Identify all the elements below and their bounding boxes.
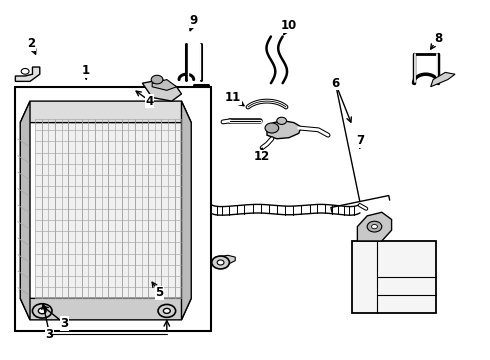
Circle shape [163, 309, 170, 314]
Bar [15, 87, 211, 330]
Polygon shape [20, 101, 191, 123]
Text: 12: 12 [254, 148, 270, 163]
Text: 4: 4 [136, 91, 154, 108]
Text: 1: 1 [82, 64, 90, 79]
Polygon shape [357, 212, 392, 241]
Circle shape [158, 305, 175, 318]
Circle shape [21, 68, 29, 74]
Text: 9: 9 [190, 14, 198, 31]
Text: 7: 7 [356, 134, 364, 148]
Text: 10: 10 [281, 19, 297, 35]
Polygon shape [431, 72, 455, 87]
Circle shape [277, 117, 287, 125]
Circle shape [212, 256, 229, 269]
Text: 5: 5 [152, 282, 164, 300]
Polygon shape [143, 80, 181, 101]
Circle shape [217, 260, 224, 265]
Polygon shape [267, 121, 301, 139]
Polygon shape [15, 67, 40, 81]
Text: 11: 11 [224, 91, 244, 106]
Bar [35, 119, 181, 298]
Text: 3: 3 [43, 306, 68, 330]
Polygon shape [20, 101, 30, 320]
Circle shape [32, 304, 52, 318]
Polygon shape [216, 255, 235, 264]
Circle shape [265, 123, 279, 133]
Polygon shape [20, 298, 191, 320]
Circle shape [371, 225, 377, 229]
Text: 2: 2 [27, 37, 36, 54]
Text: 6: 6 [331, 77, 351, 122]
Text: 8: 8 [431, 32, 442, 49]
Text: 6: 6 [331, 77, 390, 212]
Text: 3: 3 [42, 304, 53, 341]
Circle shape [367, 221, 382, 232]
Bar [352, 241, 436, 313]
Polygon shape [181, 101, 191, 320]
Polygon shape [152, 80, 176, 90]
Circle shape [151, 75, 163, 84]
Circle shape [38, 308, 46, 314]
